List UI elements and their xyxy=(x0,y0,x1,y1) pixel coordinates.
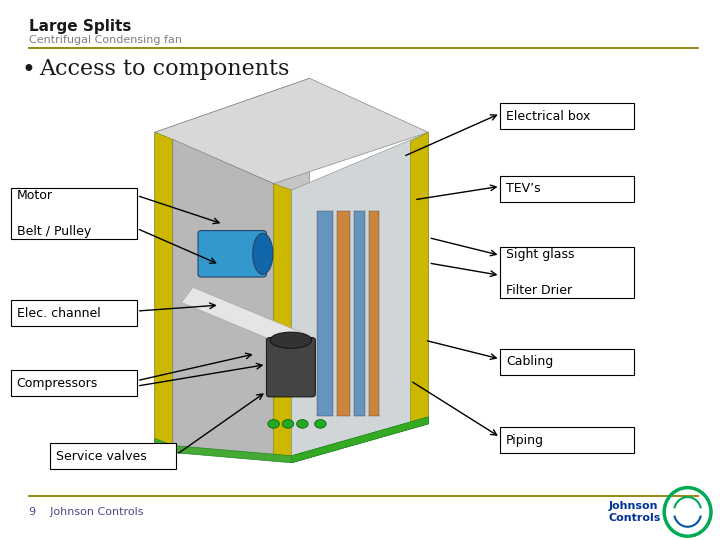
Bar xyxy=(500,427,634,453)
Polygon shape xyxy=(155,78,310,446)
Polygon shape xyxy=(173,139,274,456)
Text: •: • xyxy=(22,58,35,82)
Polygon shape xyxy=(155,417,428,463)
Text: TEV’s: TEV’s xyxy=(506,183,541,195)
Bar xyxy=(11,300,137,326)
Text: Johnson
Controls: Johnson Controls xyxy=(608,501,661,523)
Bar xyxy=(500,176,634,202)
Bar xyxy=(500,247,634,298)
Circle shape xyxy=(282,420,294,428)
Bar xyxy=(354,211,365,416)
Bar xyxy=(500,103,634,129)
Bar xyxy=(317,211,333,416)
Polygon shape xyxy=(292,417,428,463)
Bar xyxy=(50,443,176,469)
Polygon shape xyxy=(181,287,310,351)
FancyBboxPatch shape xyxy=(266,338,315,397)
Circle shape xyxy=(297,420,308,428)
Text: Centrifugal Condensing fan: Centrifugal Condensing fan xyxy=(29,35,181,45)
Text: Piping: Piping xyxy=(506,434,544,447)
Text: Access to components: Access to components xyxy=(40,58,290,80)
FancyBboxPatch shape xyxy=(198,231,266,277)
Bar xyxy=(11,370,137,396)
Circle shape xyxy=(268,420,279,428)
Text: Elec. channel: Elec. channel xyxy=(17,307,100,320)
Text: Electrical box: Electrical box xyxy=(506,110,590,123)
Circle shape xyxy=(315,420,326,428)
Ellipse shape xyxy=(253,233,273,274)
Text: 9    Johnson Controls: 9 Johnson Controls xyxy=(29,507,143,517)
Bar xyxy=(11,187,137,239)
Text: Large Splits: Large Splits xyxy=(29,19,131,34)
Ellipse shape xyxy=(270,332,312,348)
Bar xyxy=(337,211,350,416)
Text: Motor

Belt / Pulley: Motor Belt / Pulley xyxy=(17,189,91,238)
Text: Sight glass

Filter Drier: Sight glass Filter Drier xyxy=(506,248,575,297)
Bar xyxy=(369,211,379,416)
Polygon shape xyxy=(292,132,428,463)
Polygon shape xyxy=(274,184,292,463)
Text: Service valves: Service valves xyxy=(56,450,147,463)
Polygon shape xyxy=(155,78,428,184)
Bar xyxy=(500,349,634,375)
Text: Cabling: Cabling xyxy=(506,355,554,368)
Polygon shape xyxy=(410,132,428,428)
Text: Compressors: Compressors xyxy=(17,377,98,390)
Polygon shape xyxy=(155,132,173,453)
